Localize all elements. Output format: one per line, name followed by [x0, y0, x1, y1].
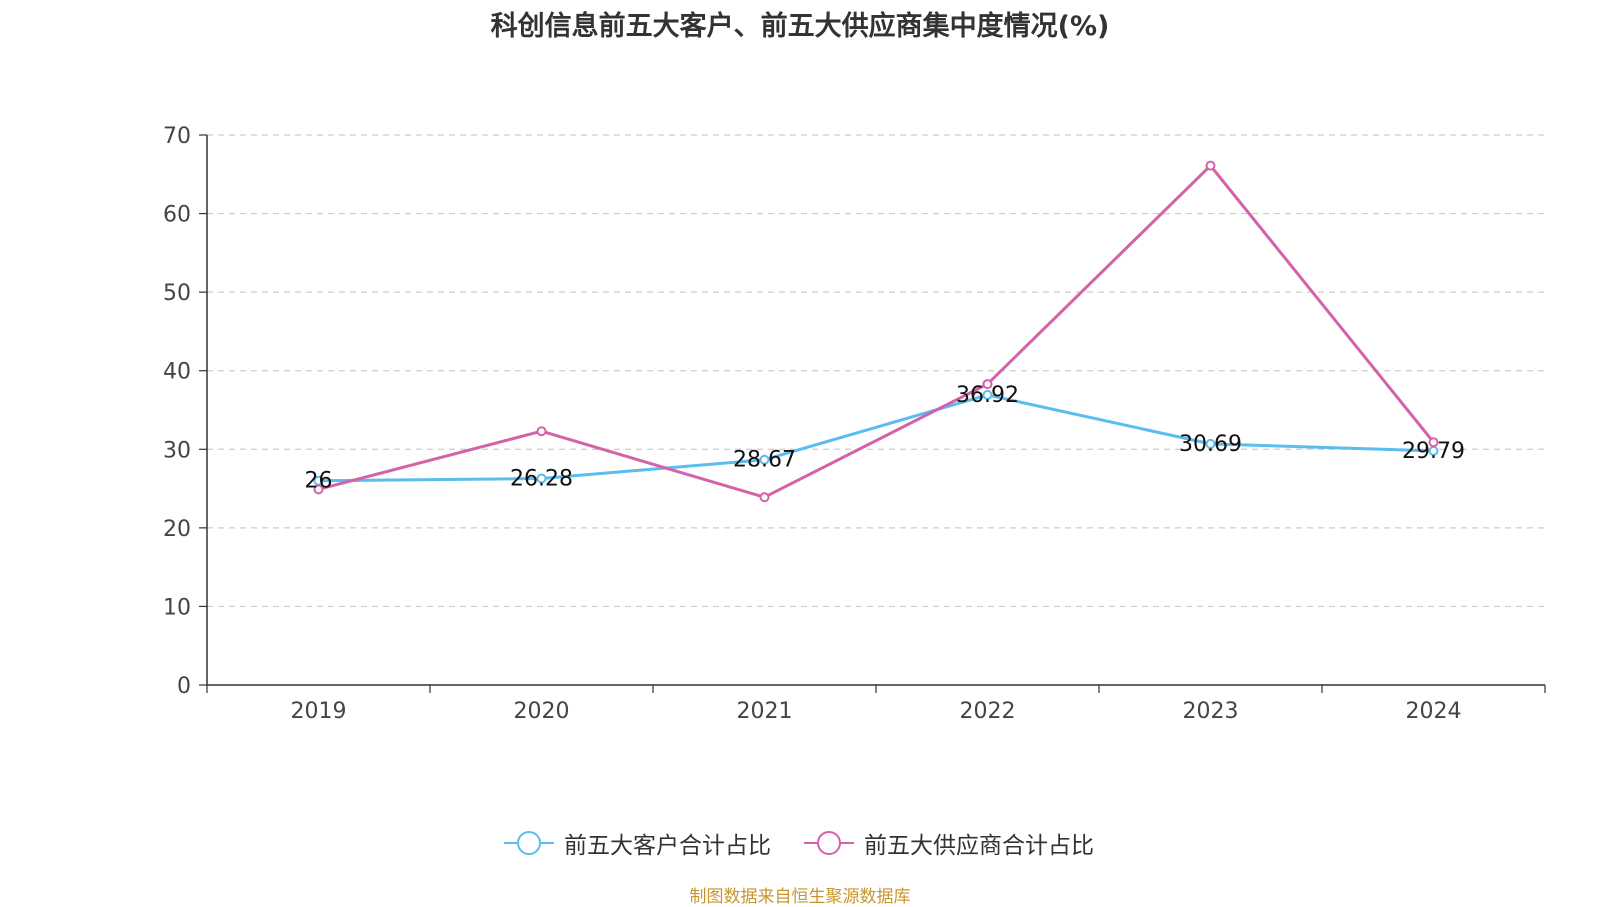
legend-marker-suppliers: [804, 831, 854, 855]
data-label: 26.28: [510, 467, 573, 492]
grid-lines: [207, 134, 1545, 608]
data-point: [759, 492, 770, 503]
data-point: [759, 454, 770, 465]
data-label: 28.67: [733, 448, 796, 473]
x-tick-label: 2019: [291, 699, 347, 724]
y-tick-label: 40: [163, 360, 191, 385]
y-tick-label: 20: [163, 517, 191, 542]
legend-label-suppliers: 前五大供应商合计占比: [864, 833, 1094, 859]
series-line-1: [318, 164, 1435, 499]
series-lines: [313, 160, 1439, 503]
series-line-0: [318, 393, 1434, 483]
legend-item-customers[interactable]: 前五大客户合计占比: [504, 828, 771, 859]
data-label: 26: [305, 469, 333, 494]
data-point: [313, 484, 324, 495]
data-label: 36.92: [956, 383, 1019, 408]
source-note: 制图数据来自恒生聚源数据库: [689, 887, 911, 907]
data-label: 30.69: [1179, 432, 1242, 457]
y-tick-label: 30: [163, 438, 191, 463]
y-tick-label: 70: [163, 124, 191, 149]
data-point: [1205, 438, 1216, 449]
data-point: [536, 426, 547, 437]
x-tick-label: 2024: [1406, 699, 1462, 724]
y-tick-label: 50: [163, 281, 191, 306]
data-point: [982, 379, 993, 390]
chart-title: 科创信息前五大客户、前五大供应商集中度情况(%): [490, 11, 1110, 42]
y-tick-label: 0: [177, 674, 191, 699]
data-point: [982, 389, 993, 400]
data-label: 29.79: [1402, 439, 1465, 464]
x-tick-label: 2021: [737, 699, 793, 724]
x-tick-label: 2022: [960, 699, 1016, 724]
y-tick-label: 60: [163, 203, 191, 228]
x-tick-label: 2023: [1183, 699, 1239, 724]
y-tick-label: 10: [163, 595, 191, 620]
x-tick-label: 2020: [514, 699, 570, 724]
data-point: [1205, 160, 1216, 171]
axes: 0 10 20 30 40 50 60 70 2019 2020 2021 2022 2023 2024: [163, 124, 1546, 724]
data-point: [536, 473, 547, 484]
legend-item-suppliers[interactable]: 前五大供应商合计占比: [804, 828, 1094, 859]
data-labels: 26 26.28 28.67 36.92 30.69 29.79: [305, 383, 1465, 494]
legend-marker-customers: [504, 831, 554, 855]
legend-label-customers: 前五大客户合计占比: [564, 833, 771, 859]
data-point: [1428, 437, 1439, 448]
